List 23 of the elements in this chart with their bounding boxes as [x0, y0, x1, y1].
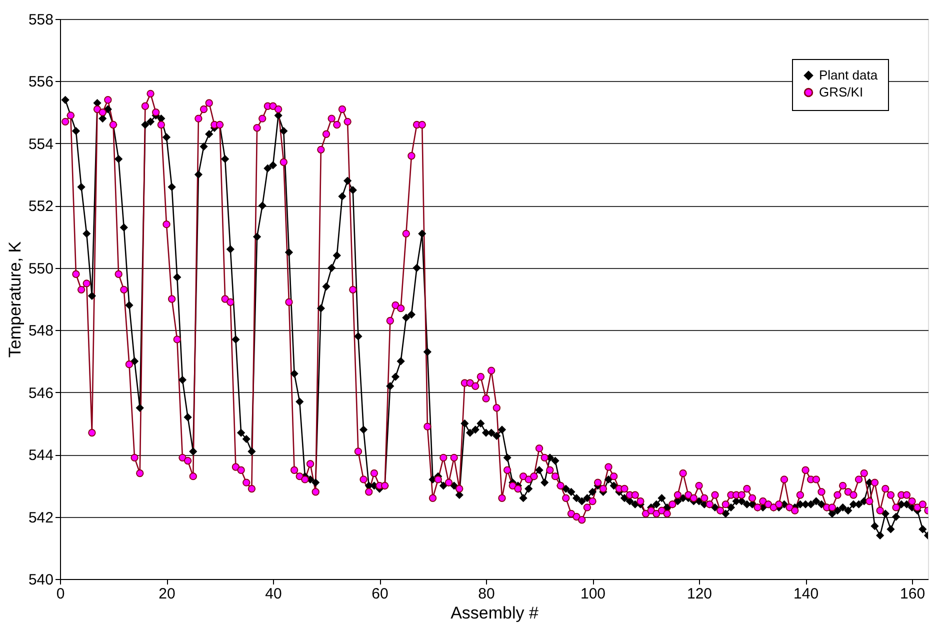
x-tick-label: 0	[56, 586, 65, 602]
y-tick-label: 558	[28, 12, 54, 28]
x-tick-label: 140	[794, 586, 819, 602]
x-tick-label: 80	[478, 586, 495, 602]
x-tick-label: 160	[900, 586, 926, 602]
x-axis-title: Assembly #	[450, 604, 539, 622]
legend-label: GRS/KI	[819, 84, 864, 100]
y-tick-label: 542	[28, 509, 54, 526]
x-tick-label: 60	[372, 586, 388, 602]
legend-label: Plant data	[819, 68, 878, 82]
y-tick-label: 544	[28, 447, 54, 464]
x-tick-label: 100	[580, 586, 606, 602]
y-tick-label: 546	[28, 384, 54, 402]
y-tick-label: 540	[28, 572, 54, 588]
x-tick-label: 40	[265, 586, 282, 602]
y-tick-label: 554	[28, 136, 54, 153]
y-tick-label: 552	[28, 198, 54, 216]
y-tick-label: 550	[28, 260, 54, 278]
x-tick-label: 120	[687, 586, 712, 602]
x-tick-label: 20	[158, 586, 176, 602]
y-tick-label: 548	[28, 322, 54, 340]
y-axis-title: Temperature, K	[5, 240, 24, 358]
y-tick-label: 556	[28, 74, 54, 91]
